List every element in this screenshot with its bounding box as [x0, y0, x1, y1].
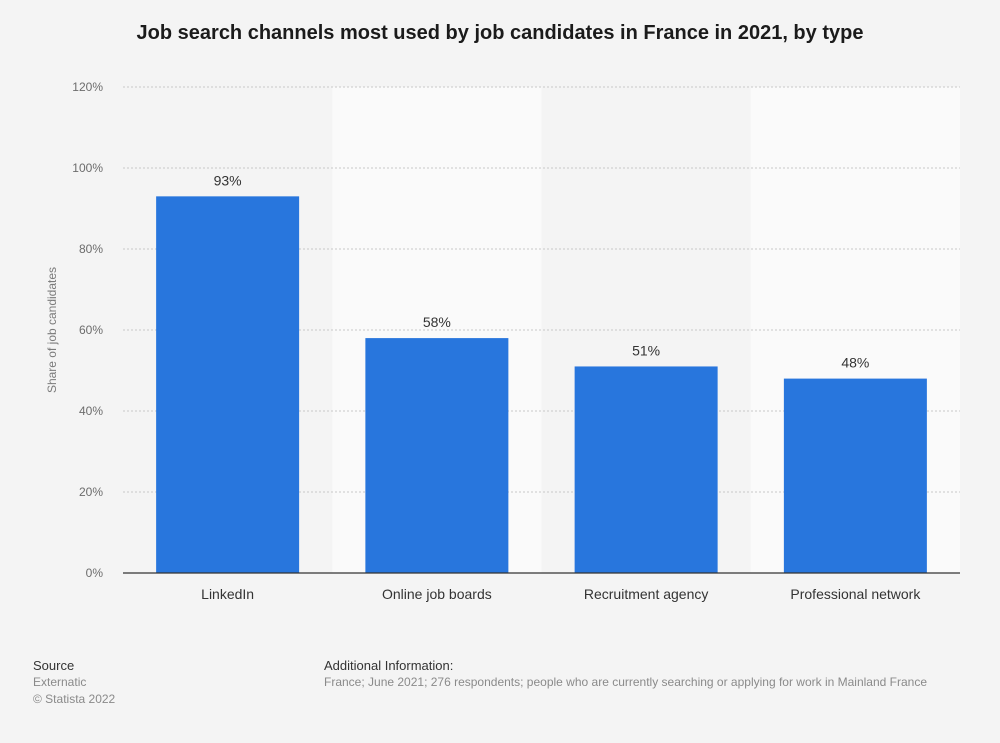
bar: [783, 378, 927, 573]
bar-value-label: 48%: [841, 355, 869, 371]
source-block: Source Externatic © Statista 2022: [33, 657, 115, 708]
y-tick-label: 80%: [79, 242, 103, 256]
y-tick-label: 60%: [79, 323, 103, 337]
x-category-label: Professional network: [790, 586, 921, 602]
y-axis-label: Share of job candidates: [45, 267, 59, 393]
source-heading: Source: [33, 658, 75, 673]
y-tick-label: 100%: [72, 161, 103, 175]
additional-info-text: France; June 2021; 276 respondents; peop…: [324, 675, 928, 689]
y-tick-label: 0%: [86, 566, 104, 580]
chart-title: Job search channels most used by job can…: [136, 22, 864, 44]
bar-value-label: 58%: [423, 314, 451, 330]
y-tick-label: 20%: [79, 485, 103, 499]
x-category-label: LinkedIn: [201, 586, 254, 602]
bar: [365, 338, 509, 573]
x-category-label: Recruitment agency: [584, 586, 709, 602]
source-line: Externatic: [33, 675, 87, 689]
additional-info-block: Additional Information: France; June 202…: [324, 657, 984, 691]
bar-value-label: 51%: [632, 342, 660, 358]
bar: [574, 366, 718, 573]
copyright-line: © Statista 2022: [33, 692, 116, 706]
y-tick-label: 40%: [79, 404, 103, 418]
additional-info-heading: Additional Information:: [324, 658, 454, 673]
bar: [156, 196, 300, 573]
x-category-label: Online job boards: [382, 586, 492, 602]
bar-value-label: 93%: [214, 172, 242, 188]
y-tick-label: 120%: [72, 80, 103, 94]
